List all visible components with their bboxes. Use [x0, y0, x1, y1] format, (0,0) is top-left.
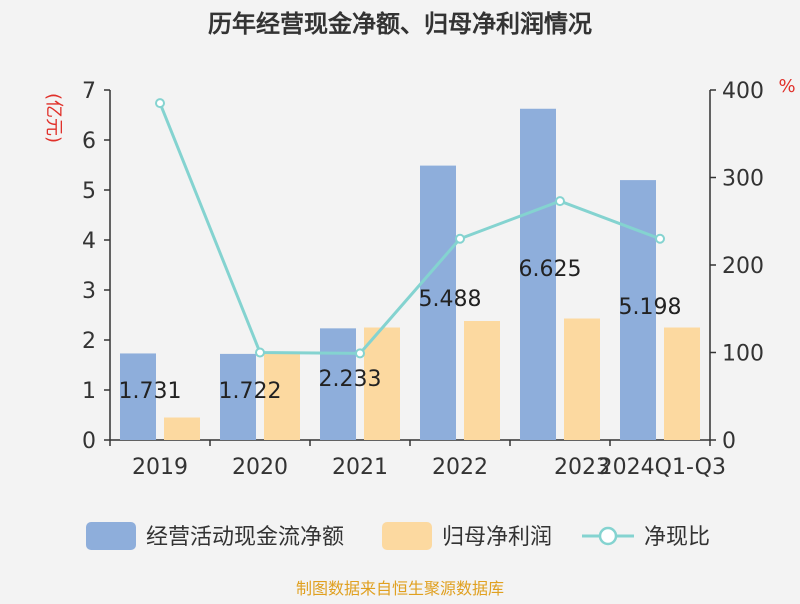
- right-tick-label: 200: [722, 254, 764, 279]
- cashflow-data-label: 6.625: [519, 257, 582, 282]
- ratio-point: [255, 347, 265, 358]
- bar-cashflow: [220, 353, 256, 440]
- left-axis-label: (亿元): [43, 93, 64, 143]
- bar-cashflow: [120, 353, 156, 440]
- left-tick-label: 4: [82, 229, 96, 254]
- right-axis-label: %: [778, 76, 795, 97]
- left-tick-label: 3: [82, 279, 96, 304]
- x-tick-label: 2020: [232, 455, 288, 480]
- x-tick-label: 2024Q1-Q3: [599, 455, 726, 480]
- right-tick-label: 400: [722, 79, 764, 104]
- ratio-point: [655, 233, 665, 244]
- left-tick-label: 0: [82, 429, 96, 454]
- bar-cashflow: [420, 165, 456, 440]
- bar-net-profit: [264, 354, 300, 440]
- left-tick-label: 6: [82, 129, 96, 154]
- legend-label-cashflow: 经营活动现金流净额: [146, 525, 344, 550]
- bar-net-profit: [164, 417, 200, 440]
- bar-net-profit: [664, 327, 700, 440]
- bar-cashflow: [320, 328, 356, 440]
- x-tick-label: 2021: [332, 455, 388, 480]
- right-tick-label: 300: [722, 167, 764, 192]
- cashflow-data-label: 2.233: [319, 367, 382, 392]
- ratio-line: [158, 102, 661, 355]
- legend-label-net-profit: 归母净利润: [442, 525, 552, 550]
- right-tick-label: 100: [722, 342, 764, 367]
- cashflow-data-label: 5.198: [619, 295, 682, 320]
- legend-marker-ratio: [598, 526, 618, 546]
- left-tick-label: 7: [82, 79, 96, 104]
- left-tick-label: 1: [82, 379, 96, 404]
- legend-swatch-net-profit: [382, 522, 432, 550]
- ratio-point: [455, 233, 465, 244]
- ratio-point: [355, 348, 365, 359]
- bar-net-profit: [364, 327, 400, 440]
- chart-title: 历年经营现金净额、归母净利润情况: [208, 10, 592, 38]
- ratio-point: [555, 196, 565, 207]
- cashflow-data-label: 1.722: [219, 379, 282, 404]
- ratio-point: [155, 98, 165, 109]
- x-tick-label: 2023: [554, 455, 610, 480]
- bar-net-profit: [464, 321, 500, 440]
- cashflow-data-label: 1.731: [119, 379, 182, 404]
- legend-swatch-cashflow: [86, 522, 136, 550]
- right-tick-label: 0: [722, 429, 736, 454]
- cashflow-data-label: 5.488: [419, 287, 482, 312]
- x-tick-label: 2022: [432, 455, 488, 480]
- legend-label-ratio: 净现比: [644, 525, 710, 550]
- footer-source: 制图数据来自恒生聚源数据库: [296, 579, 504, 598]
- bar-net-profit: [564, 318, 600, 440]
- bar-cashflow: [620, 180, 656, 440]
- left-tick-label: 2: [82, 329, 96, 354]
- bar-cashflow: [520, 108, 556, 440]
- left-tick-label: 5: [82, 179, 96, 204]
- x-tick-label: 2019: [132, 455, 188, 480]
